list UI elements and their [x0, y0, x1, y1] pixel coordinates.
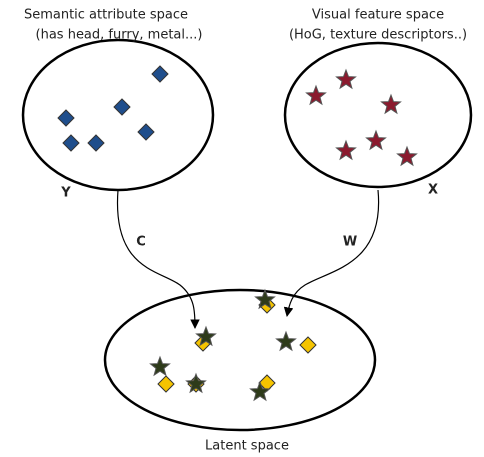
- star: [249, 380, 271, 402]
- star: [185, 372, 207, 394]
- label-w: W: [343, 235, 357, 250]
- semantic-subtitle: (has head, furry, metal...): [36, 28, 203, 43]
- diamond: [62, 134, 80, 152]
- latent-label: Latent space: [205, 439, 289, 454]
- star: [195, 325, 217, 347]
- diamond: [57, 109, 75, 127]
- star: [149, 355, 171, 377]
- diamond: [87, 134, 105, 152]
- diamond: [113, 98, 131, 116]
- star: [275, 330, 297, 352]
- star: [305, 84, 327, 106]
- visual-space: [283, 41, 473, 189]
- shapes: [57, 65, 418, 402]
- star: [335, 139, 357, 161]
- diamond: [151, 65, 169, 83]
- latent-space: [103, 288, 377, 432]
- star: [335, 68, 357, 90]
- visual-subtitle: (HoG, texture descriptors..): [289, 28, 467, 43]
- label-y: Y: [60, 186, 71, 201]
- diamond: [299, 336, 317, 354]
- diamond: [137, 123, 155, 141]
- star: [365, 129, 387, 151]
- arrow-w: [283, 189, 380, 317]
- visual-title: Visual feature space: [312, 8, 444, 23]
- arrow-c: [116, 189, 200, 329]
- semantic-space: [21, 38, 215, 192]
- star: [396, 145, 418, 167]
- label-c: C: [136, 235, 146, 250]
- diamond: [157, 375, 175, 393]
- star: [380, 93, 402, 115]
- semantic-title: Semantic attribute space: [24, 8, 188, 23]
- label-x: X: [428, 183, 438, 198]
- star: [254, 288, 276, 310]
